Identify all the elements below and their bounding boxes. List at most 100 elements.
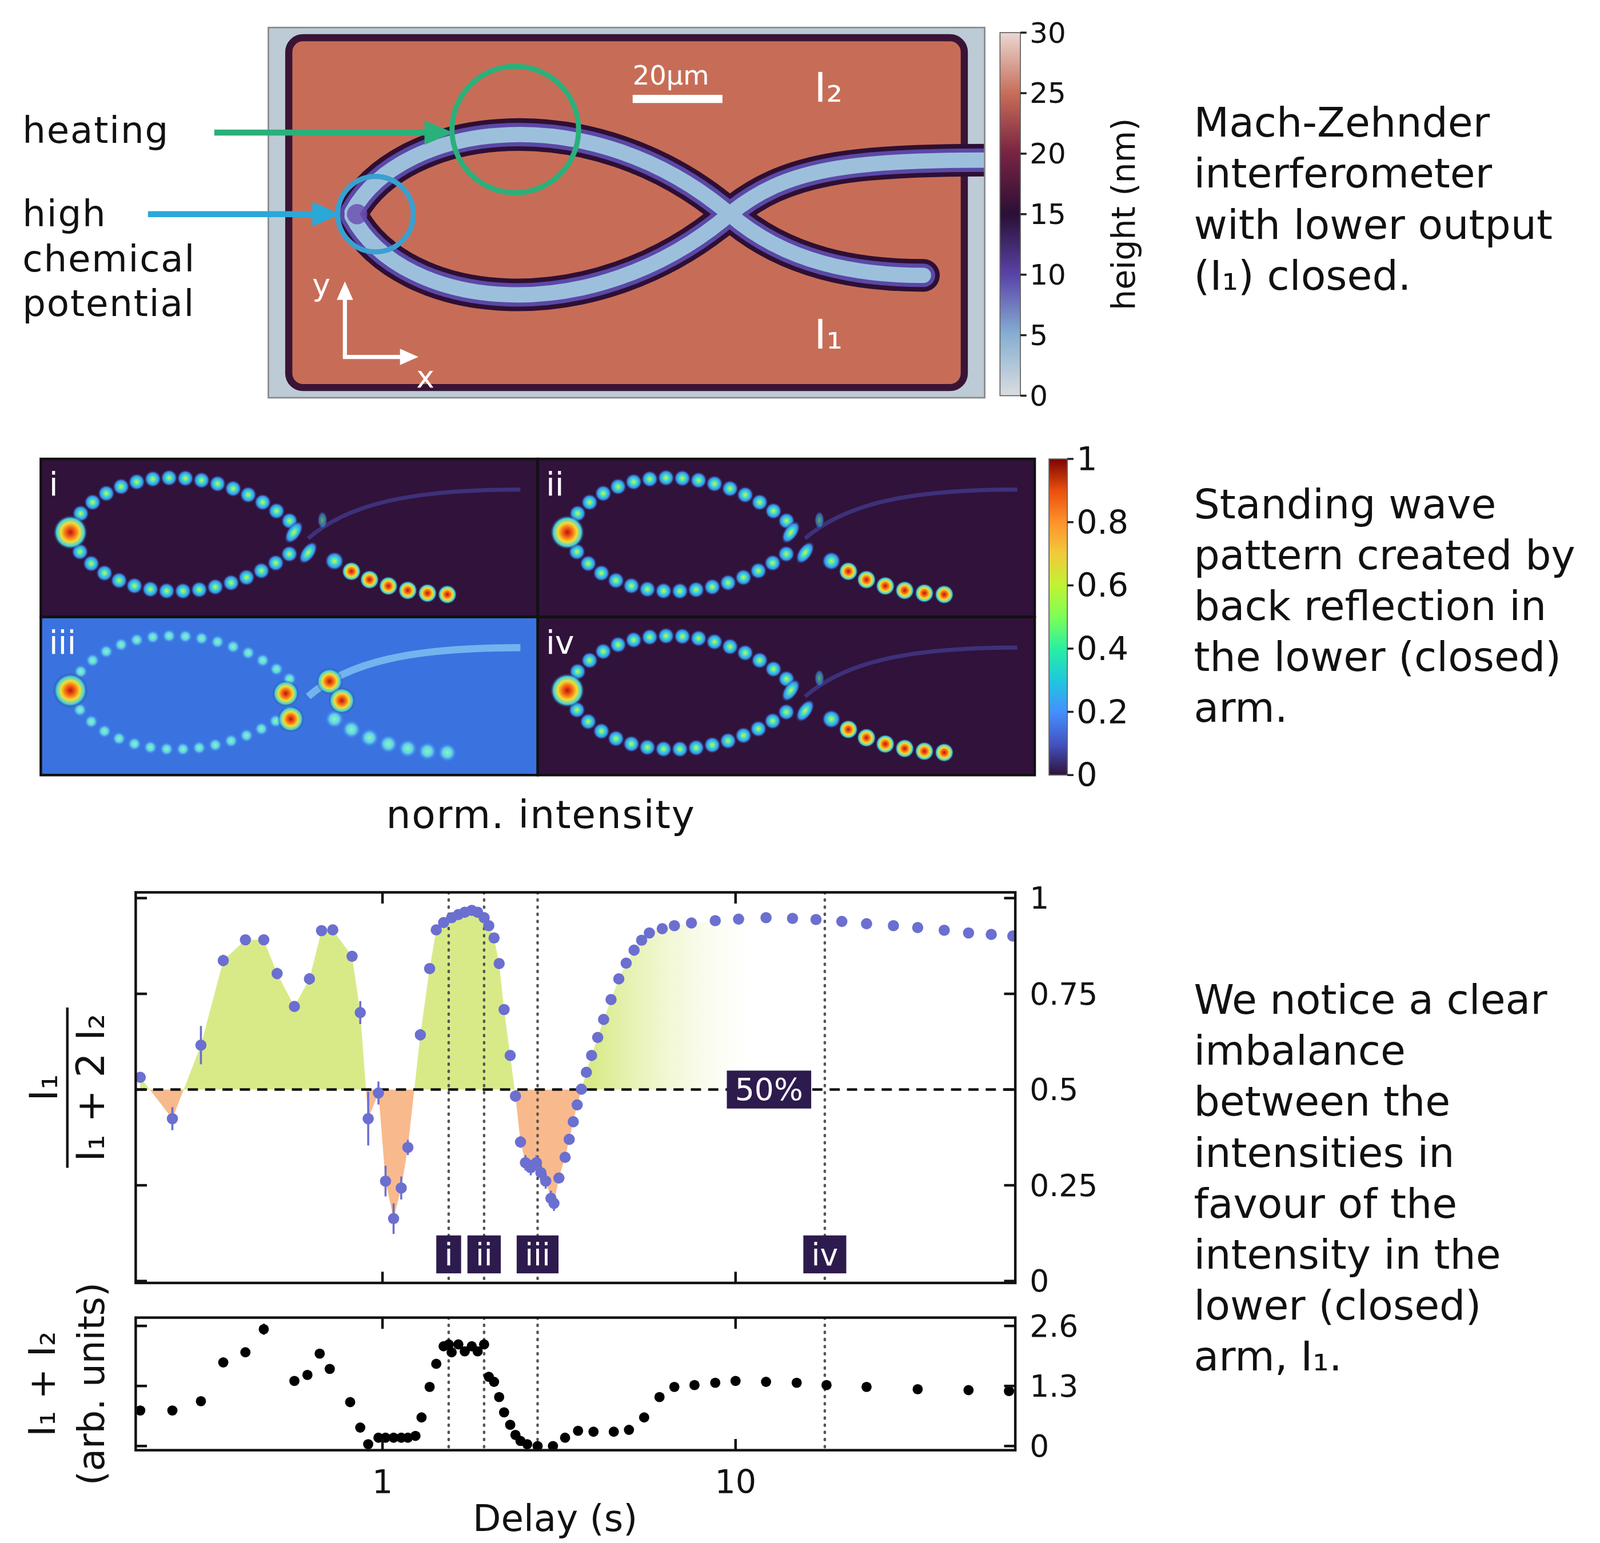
colorbar-tick-label: 0 bbox=[1029, 379, 1048, 413]
caption-line: Standing wave bbox=[1194, 480, 1497, 529]
data-point bbox=[499, 1407, 510, 1418]
x-tick-label: 1 bbox=[372, 1463, 393, 1502]
data-point bbox=[239, 934, 251, 947]
colorbar-label: norm. intensity bbox=[385, 792, 696, 838]
intensity-spot bbox=[609, 477, 627, 496]
intensity-spot bbox=[417, 741, 438, 762]
data-point bbox=[362, 1113, 374, 1125]
arrow-head bbox=[312, 201, 341, 227]
panel-frame bbox=[537, 617, 1035, 776]
y-label-numerator: I₁ bbox=[21, 1074, 67, 1102]
marker-line bbox=[823, 892, 827, 1283]
y-tick bbox=[135, 992, 147, 996]
data-point bbox=[709, 915, 721, 927]
colorbar-tick-label: 0 bbox=[1076, 756, 1097, 794]
intensity-spot bbox=[624, 473, 642, 491]
intensity-spot bbox=[159, 741, 174, 757]
colorbar-tick bbox=[1020, 334, 1027, 337]
arrow bbox=[214, 129, 429, 137]
colorbar-tick bbox=[1020, 273, 1027, 277]
x-tick bbox=[734, 1271, 737, 1284]
x-tick bbox=[734, 1439, 737, 1451]
tip-spot bbox=[549, 673, 585, 709]
fraction-bar bbox=[66, 1007, 69, 1168]
intensity-spot bbox=[192, 740, 207, 756]
output-label: I₁ bbox=[814, 310, 843, 359]
intensity-spot bbox=[640, 470, 658, 488]
marker-label-box bbox=[467, 1235, 501, 1274]
panel-ground bbox=[537, 617, 1035, 776]
colorbar-tick-label: 5 bbox=[1029, 318, 1048, 353]
crossing-spot bbox=[777, 675, 805, 706]
panel-frame bbox=[537, 459, 1035, 618]
crossing-spot bbox=[277, 705, 305, 733]
data-point bbox=[559, 1151, 572, 1164]
colorbar-tick-label: 25 bbox=[1029, 76, 1067, 110]
x-tick bbox=[381, 1271, 384, 1284]
data-point bbox=[575, 1083, 588, 1096]
intensity-spot bbox=[703, 736, 721, 754]
plot-frame bbox=[135, 892, 1016, 1283]
y-tick bbox=[135, 1279, 147, 1283]
arrow-head bbox=[424, 120, 454, 146]
chemical-potential-spot bbox=[346, 204, 368, 225]
data-point bbox=[540, 1175, 552, 1188]
annotation: chemical bbox=[22, 237, 196, 281]
colorbar-tick bbox=[1020, 31, 1027, 34]
area-above bbox=[140, 910, 1013, 1091]
y-tick-label: 0.75 bbox=[1029, 976, 1098, 1013]
data-point bbox=[240, 1347, 251, 1358]
intensity-spot bbox=[734, 568, 752, 586]
afm-plateau bbox=[288, 37, 965, 388]
y-tick bbox=[1004, 992, 1016, 996]
data-point bbox=[912, 1384, 923, 1395]
y-tick bbox=[135, 1385, 147, 1388]
colorbar-title: height (nm) bbox=[1104, 117, 1143, 311]
data-point bbox=[592, 1032, 604, 1044]
data-point bbox=[415, 1029, 427, 1041]
caption-line: We notice a clear bbox=[1194, 976, 1548, 1024]
caption-line: arm. bbox=[1194, 684, 1288, 732]
intensity-spot bbox=[638, 580, 656, 598]
data-point bbox=[135, 1071, 146, 1084]
x-axis-title: Delay (s) bbox=[472, 1497, 638, 1540]
caption-line: interferometer bbox=[1194, 149, 1493, 198]
data-point bbox=[431, 1359, 442, 1370]
channel bbox=[352, 160, 985, 295]
caption-line: with lower output bbox=[1194, 201, 1553, 249]
intensity-spot bbox=[705, 475, 724, 493]
colorbar-tick-label: 1 bbox=[1076, 440, 1097, 478]
intensity-spot bbox=[224, 480, 242, 498]
marker-line bbox=[483, 892, 486, 1283]
y-tick bbox=[1004, 1088, 1016, 1091]
plot-area bbox=[135, 892, 1016, 1283]
intensity-spot bbox=[178, 629, 193, 644]
intensity-spot bbox=[225, 639, 241, 654]
intensity-spot bbox=[208, 737, 223, 753]
y-label: I₁ + I₂ bbox=[20, 1331, 64, 1438]
plot-frame bbox=[135, 1318, 1016, 1451]
caption-line: imbalance bbox=[1194, 1027, 1406, 1075]
annotation: potential bbox=[22, 281, 195, 325]
intensity-spot bbox=[607, 729, 625, 748]
intensity-spot bbox=[157, 582, 175, 600]
data-point bbox=[166, 1113, 179, 1125]
colorbar bbox=[1048, 459, 1068, 776]
channel bbox=[352, 134, 924, 275]
intensity-spot bbox=[721, 480, 739, 498]
data-point bbox=[821, 1380, 832, 1391]
crossing-spot bbox=[317, 511, 328, 530]
data-point bbox=[597, 1014, 610, 1026]
caption-line: intensity in the bbox=[1194, 1231, 1502, 1279]
data-point bbox=[483, 920, 495, 932]
data-point bbox=[563, 1134, 576, 1146]
intensity-spot bbox=[85, 653, 101, 668]
intensity-spot bbox=[129, 632, 145, 648]
data-point bbox=[547, 1441, 558, 1451]
intensity-spot bbox=[655, 740, 673, 758]
data-point bbox=[669, 1382, 680, 1393]
caption-line: pattern created by bbox=[1194, 531, 1576, 580]
intensity-spot bbox=[176, 741, 191, 757]
crossing-spot bbox=[814, 669, 825, 688]
intensity-spot bbox=[721, 637, 739, 656]
